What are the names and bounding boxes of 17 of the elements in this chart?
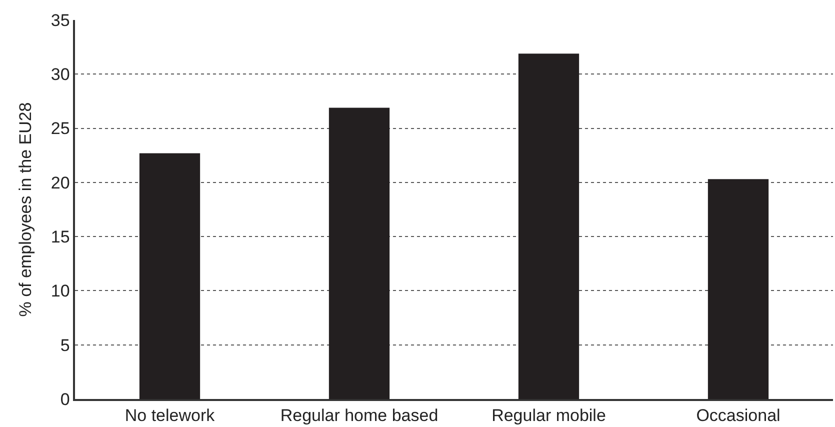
y-tick-label: 20	[50, 173, 70, 192]
y-tick-label: 5	[60, 336, 70, 355]
bar	[708, 179, 769, 399]
x-tick-label: Occasional	[696, 406, 780, 426]
y-tick-label: 35	[50, 10, 70, 30]
y-axis-title: % of employees in the EU28	[16, 102, 35, 317]
x-tick-label: Regular mobile	[492, 406, 606, 426]
x-tick-label: No telework	[124, 406, 216, 426]
x-tick-label: Regular home based	[280, 406, 438, 426]
y-tick-label: 15	[50, 228, 70, 247]
y-tick-label: 10	[50, 282, 70, 301]
bar	[518, 54, 580, 399]
y-tick-label: 30	[50, 65, 70, 84]
y-tick-label: 0	[60, 390, 70, 409]
y-tick-label: 25	[50, 119, 70, 138]
bar	[328, 108, 390, 399]
bar	[139, 153, 200, 399]
